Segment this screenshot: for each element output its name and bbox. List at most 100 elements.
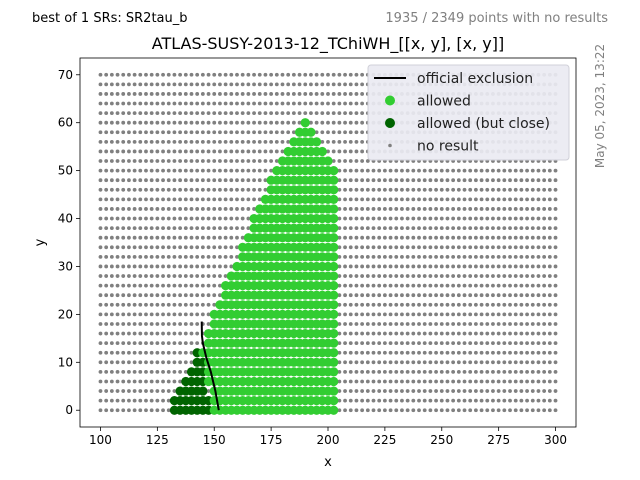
- point-no-result: [121, 379, 126, 384]
- point-no-result: [496, 245, 501, 250]
- point-no-result: [434, 369, 438, 374]
- point-no-result: [206, 312, 211, 317]
- point-no-result: [109, 398, 114, 403]
- point-no-result: [309, 82, 313, 87]
- point-no-result: [502, 226, 507, 231]
- point-no-result: [257, 92, 262, 96]
- point-no-result: [206, 197, 211, 202]
- point-no-result: [388, 369, 393, 374]
- point-no-result: [274, 101, 279, 106]
- point-no-result: [115, 111, 120, 116]
- point-no-result: [115, 139, 120, 144]
- point-no-result: [229, 149, 234, 154]
- point-no-result: [212, 178, 217, 183]
- point-no-result: [183, 322, 188, 326]
- point-no-result: [104, 235, 109, 240]
- point-no-result: [337, 398, 342, 403]
- point-no-result: [553, 197, 558, 202]
- point-no-result: [536, 274, 541, 278]
- point-no-result: [161, 389, 165, 393]
- point-no-result: [360, 408, 365, 413]
- point-no-result: [178, 72, 183, 77]
- point-no-result: [434, 398, 438, 403]
- point-no-result: [121, 254, 126, 259]
- point-no-result: [104, 216, 109, 221]
- point-no-result: [183, 235, 188, 240]
- official-exclusion-line: [200, 321, 220, 411]
- point-no-result: [502, 322, 507, 326]
- point-no-result: [144, 322, 148, 326]
- point-no-result: [491, 197, 495, 202]
- point-no-result: [354, 408, 359, 413]
- point-no-result: [519, 178, 524, 183]
- point-allowed: [329, 185, 339, 195]
- point-no-result: [434, 178, 438, 183]
- point-no-result: [360, 245, 365, 250]
- point-no-result: [405, 235, 410, 240]
- point-no-result: [382, 331, 387, 336]
- point-no-result: [121, 187, 126, 192]
- point-no-result: [411, 389, 416, 393]
- point-no-result: [473, 187, 478, 192]
- point-no-result: [274, 159, 279, 163]
- point-no-result: [269, 101, 274, 106]
- point-no-result: [434, 360, 438, 365]
- point-no-result: [121, 283, 126, 288]
- point-no-result: [98, 111, 103, 116]
- point-no-result: [513, 245, 518, 250]
- point-no-result: [149, 168, 154, 173]
- point-no-result: [240, 207, 245, 211]
- point-no-result: [445, 245, 450, 250]
- point-no-result: [161, 72, 165, 77]
- point-no-result: [109, 139, 114, 144]
- point-no-result: [183, 207, 188, 211]
- point-no-result: [451, 168, 456, 173]
- point-allowed: [323, 156, 333, 166]
- point-no-result: [291, 82, 296, 87]
- point-no-result: [138, 82, 143, 87]
- point-no-result: [138, 331, 143, 336]
- point-no-result: [200, 101, 205, 106]
- point-no-result: [127, 178, 131, 183]
- point-no-result: [218, 139, 222, 144]
- point-no-result: [502, 408, 507, 413]
- point-no-result: [161, 408, 165, 413]
- point-no-result: [547, 331, 552, 336]
- point-no-result: [98, 72, 103, 77]
- point-no-result: [462, 341, 467, 346]
- point-allowed: [329, 271, 339, 281]
- point-no-result: [428, 207, 433, 211]
- point-no-result: [491, 389, 495, 393]
- point-no-result: [144, 274, 148, 278]
- point-no-result: [115, 159, 120, 163]
- point-no-result: [155, 168, 160, 173]
- point-no-result: [195, 312, 200, 317]
- point-no-result: [542, 389, 547, 393]
- point-no-result: [343, 226, 347, 231]
- point-no-result: [502, 187, 507, 192]
- point-no-result: [246, 72, 251, 77]
- point-no-result: [365, 350, 370, 355]
- point-no-result: [246, 226, 251, 231]
- point-no-result: [400, 312, 404, 317]
- point-no-result: [149, 283, 154, 288]
- point-no-result: [121, 398, 126, 403]
- legend-dot-swatch: [385, 95, 395, 106]
- point-no-result: [536, 226, 541, 231]
- point-no-result: [115, 331, 120, 336]
- point-no-result: [144, 149, 148, 154]
- point-no-result: [343, 130, 347, 135]
- point-no-result: [371, 293, 376, 298]
- point-no-result: [104, 341, 109, 346]
- point-no-result: [189, 139, 194, 144]
- point-no-result: [223, 216, 228, 221]
- point-no-result: [172, 216, 177, 221]
- point-no-result: [519, 168, 524, 173]
- point-no-result: [98, 398, 103, 403]
- point-no-result: [417, 264, 421, 269]
- point-no-result: [394, 226, 399, 231]
- point-no-result: [337, 207, 342, 211]
- point-no-result: [405, 389, 410, 393]
- point-no-result: [411, 187, 416, 192]
- point-no-result: [212, 226, 217, 231]
